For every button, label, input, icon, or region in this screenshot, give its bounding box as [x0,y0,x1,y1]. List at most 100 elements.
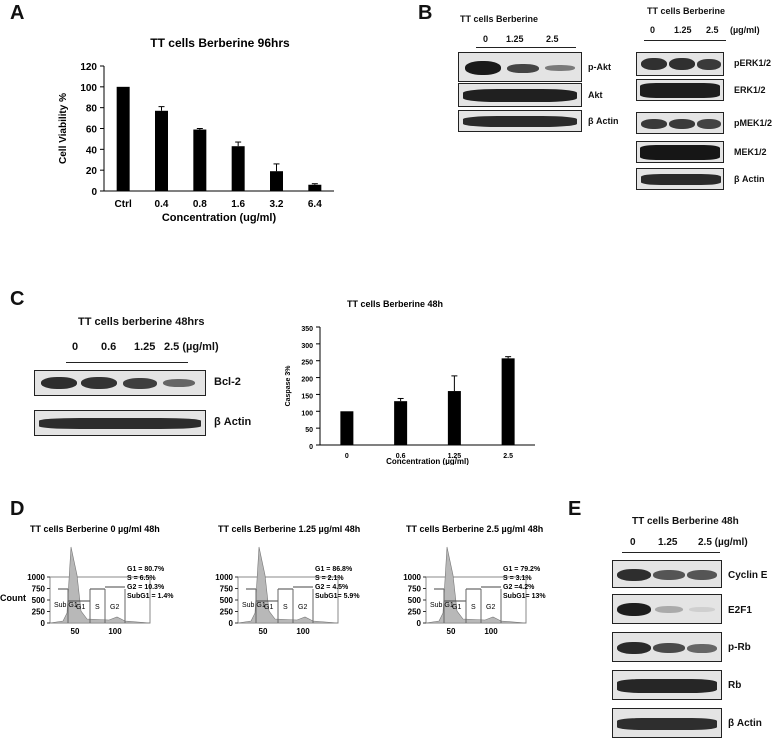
gate-label: G2 [110,604,119,611]
band [163,379,195,387]
histogram-title: TT cells Berberine 2.5 µg/ml 48h [406,524,543,534]
y-tick-label: 250 [301,360,313,367]
blot-strip [636,112,724,134]
blot-strip [34,410,206,436]
blot-strip [636,79,724,101]
stat-label: G2 =4.2% [503,584,535,591]
band [641,174,721,185]
stat-label: G1 = 86.8% [315,566,353,573]
row-label: Rb [728,680,742,691]
x-tick-label: Ctrl [115,199,132,210]
band [687,570,717,580]
blot-strip [612,632,722,662]
flow-cytometry-histograms: TT cells Berberine 0 µg/ml 48h0250500750… [0,524,546,636]
gate-label: Sub G1 [54,602,78,609]
band [669,58,695,70]
band [697,119,721,129]
lane-label: 2.5 [546,34,559,44]
bar [447,391,461,445]
stat-label: G2 = 10.3% [127,584,165,591]
x-tick-label: 100 [108,627,122,636]
band [465,61,501,75]
blot-strip [636,52,724,76]
band [617,718,717,730]
lane-label: 0 [650,25,656,35]
lane-label: 0 [483,34,489,44]
lane-label: 2.5 (µg/ml) [698,537,748,548]
y-tick-label: 1000 [27,573,45,582]
blot-strip [458,83,582,107]
gate-label: G1 [264,604,273,611]
stat-label: SubG1= 5.9% [315,593,360,600]
lane-divider [476,47,576,48]
row-label: p-Akt [588,62,611,72]
band [641,58,667,70]
row-label: Bcl-2 [214,376,241,388]
band [39,418,201,429]
stat-label: G1 = 79.2% [503,566,541,573]
x-tick-label: 50 [447,627,456,636]
row-label: β Actin [734,174,765,184]
band [641,119,667,129]
blot-strip [34,370,206,396]
x-tick-label: 0.8 [193,199,207,210]
stat-label: S = 3.1% [503,575,532,582]
x-tick-label: 0.6 [396,453,406,460]
y-tick-label: 60 [86,125,98,136]
x-tick-label: 100 [484,627,498,636]
y-tick-label: 120 [80,62,97,73]
chart-title: TT cells Berberine 96hrs [150,36,290,50]
lane-label: 0.6 [101,341,117,353]
gate-label: S [95,604,100,611]
x-axis-label: Concentration (µg/ml) [386,457,469,465]
row-label: β Actin [728,718,762,729]
band [640,145,720,160]
lane-label: 2.5 (µg/ml) [164,341,219,353]
lane-divider [66,362,188,363]
y-tick-label: 350 [301,326,313,333]
stat-label: SubG1= 13% [503,593,546,600]
chart-title: TT cells Berberine 48h [347,299,443,309]
y-tick-label: 150 [301,393,313,400]
row-label: β Actin [214,416,252,428]
stat-label: S = 2.1% [315,575,344,582]
y-tick-label: 500 [408,596,422,605]
y-tick-label: 300 [301,343,313,350]
band [617,569,651,581]
stat-label: SubG1 = 1.4% [127,593,174,600]
row-label: Cyclin E [728,570,768,581]
stat-label: G2 = 4.5% [315,584,349,591]
panel-label-e: E [568,498,582,520]
bar [340,411,354,445]
y-tick-label: 250 [220,608,234,617]
unit-label: (µg/ml) [730,25,760,35]
histogram-title: TT cells Berberine 1.25 µg/ml 48h [218,524,360,534]
y-tick-label: 80 [86,104,98,115]
bar [308,184,322,191]
y-tick-label: 0 [309,444,313,451]
lane-label: 2.5 [706,25,719,35]
y-tick-label: 20 [86,166,98,177]
row-label: p-Rb [728,642,751,653]
band [653,570,685,580]
blot-strip [612,560,722,588]
x-tick-label: 3.2 [270,199,284,210]
gate-label: G1 [76,604,85,611]
y-tick-label: 0 [41,619,46,628]
gate-label: G2 [298,604,307,611]
band [463,116,577,127]
band [617,679,717,693]
bar [155,110,168,191]
bar [193,129,207,191]
bar [501,358,515,445]
lane-divider [644,40,726,41]
band [123,378,157,389]
row-label: MEK1/2 [734,147,767,157]
lane-divider [622,552,720,553]
y-tick-label: 100 [301,410,313,417]
blot-strip [636,141,724,163]
row-label: ERK1/2 [734,85,766,95]
y-tick-label: 100 [80,83,97,94]
gate-label: Sub G1 [430,602,454,609]
histogram-curve [425,546,527,624]
